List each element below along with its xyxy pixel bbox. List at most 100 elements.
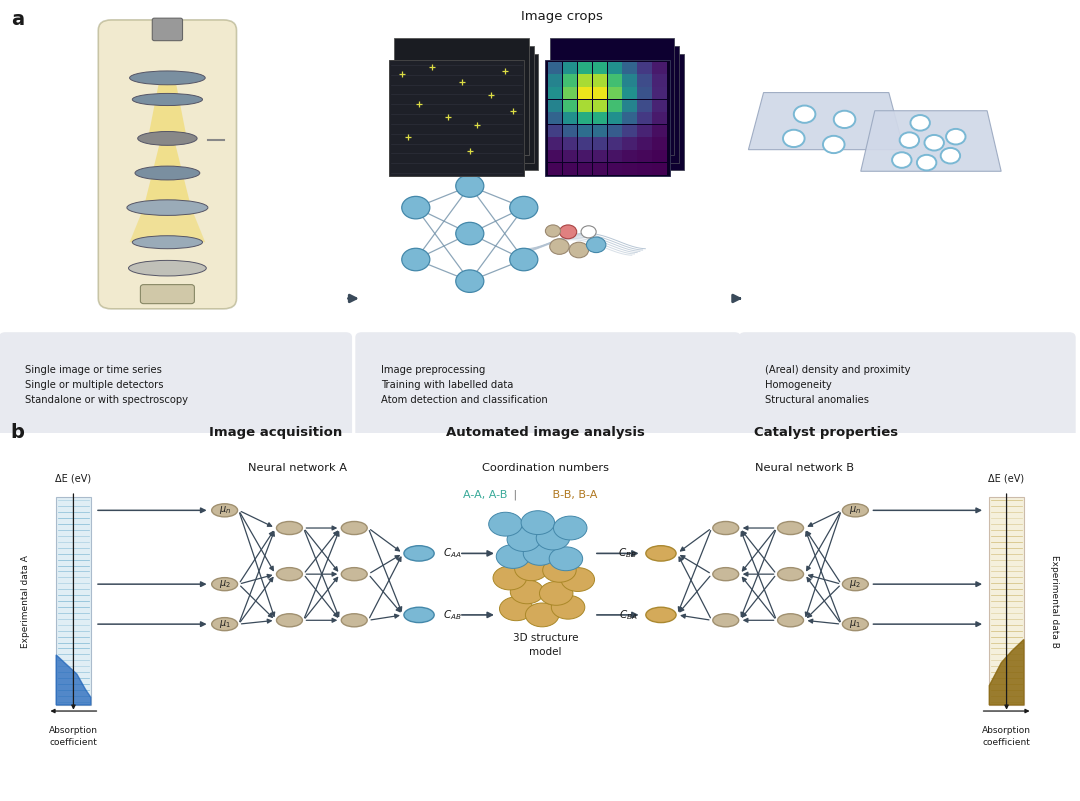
FancyBboxPatch shape xyxy=(563,125,577,137)
Circle shape xyxy=(910,115,930,131)
FancyBboxPatch shape xyxy=(578,125,592,137)
Circle shape xyxy=(456,223,484,245)
Text: Single image or time series
Single or multiple detectors
Standalone or with spec: Single image or time series Single or mu… xyxy=(25,365,188,405)
FancyBboxPatch shape xyxy=(563,150,577,162)
FancyBboxPatch shape xyxy=(622,74,637,87)
Ellipse shape xyxy=(842,578,868,590)
FancyBboxPatch shape xyxy=(607,74,622,87)
FancyBboxPatch shape xyxy=(607,87,622,99)
FancyBboxPatch shape xyxy=(622,150,637,162)
Ellipse shape xyxy=(129,260,206,276)
Ellipse shape xyxy=(276,521,302,534)
Text: Image preprocessing
Training with labelled data
Atom detection and classificatio: Image preprocessing Training with labell… xyxy=(381,365,548,405)
Circle shape xyxy=(946,129,966,144)
Text: Absorption
coefficient: Absorption coefficient xyxy=(982,727,1031,747)
Text: Experimental data A: Experimental data A xyxy=(22,554,30,647)
Circle shape xyxy=(540,582,573,606)
FancyBboxPatch shape xyxy=(622,163,637,175)
Circle shape xyxy=(569,242,589,258)
Ellipse shape xyxy=(778,568,804,581)
FancyBboxPatch shape xyxy=(578,150,592,162)
FancyBboxPatch shape xyxy=(593,138,607,150)
Ellipse shape xyxy=(778,521,804,534)
FancyBboxPatch shape xyxy=(607,99,622,112)
FancyBboxPatch shape xyxy=(563,138,577,150)
FancyBboxPatch shape xyxy=(563,163,577,175)
Circle shape xyxy=(550,239,569,255)
Circle shape xyxy=(537,526,570,550)
Ellipse shape xyxy=(138,131,198,145)
FancyBboxPatch shape xyxy=(652,125,667,137)
FancyBboxPatch shape xyxy=(563,112,577,124)
Circle shape xyxy=(488,513,523,536)
FancyBboxPatch shape xyxy=(652,112,667,124)
Ellipse shape xyxy=(404,607,434,622)
FancyBboxPatch shape xyxy=(622,99,637,112)
FancyBboxPatch shape xyxy=(578,62,592,74)
FancyBboxPatch shape xyxy=(622,62,637,74)
FancyBboxPatch shape xyxy=(548,87,562,99)
Circle shape xyxy=(823,136,845,153)
Ellipse shape xyxy=(130,71,205,85)
FancyBboxPatch shape xyxy=(578,163,592,175)
FancyBboxPatch shape xyxy=(548,99,562,112)
Ellipse shape xyxy=(276,614,302,627)
FancyBboxPatch shape xyxy=(593,99,607,112)
Ellipse shape xyxy=(713,614,739,627)
Circle shape xyxy=(402,248,430,271)
FancyBboxPatch shape xyxy=(637,74,652,87)
Ellipse shape xyxy=(404,545,434,561)
FancyBboxPatch shape xyxy=(652,74,667,87)
FancyBboxPatch shape xyxy=(593,112,607,124)
Ellipse shape xyxy=(127,199,207,215)
Text: a: a xyxy=(11,10,24,30)
FancyBboxPatch shape xyxy=(404,54,538,171)
Circle shape xyxy=(554,516,588,540)
Ellipse shape xyxy=(341,568,367,581)
FancyBboxPatch shape xyxy=(637,112,652,124)
FancyBboxPatch shape xyxy=(56,497,91,705)
FancyBboxPatch shape xyxy=(355,332,741,437)
Text: $\mu_1$: $\mu_1$ xyxy=(218,618,231,630)
Ellipse shape xyxy=(276,568,302,581)
FancyBboxPatch shape xyxy=(739,332,1076,437)
Text: A-A, A-B: A-A, A-B xyxy=(463,489,508,500)
Ellipse shape xyxy=(713,568,739,581)
Ellipse shape xyxy=(212,618,238,630)
FancyBboxPatch shape xyxy=(637,125,652,137)
FancyBboxPatch shape xyxy=(578,74,592,87)
FancyBboxPatch shape xyxy=(593,150,607,162)
Ellipse shape xyxy=(133,235,203,249)
FancyBboxPatch shape xyxy=(652,150,667,162)
Text: $\mu_1$: $\mu_1$ xyxy=(849,618,862,630)
Text: Absorption
coefficient: Absorption coefficient xyxy=(49,727,98,747)
FancyBboxPatch shape xyxy=(548,125,562,137)
FancyBboxPatch shape xyxy=(607,62,622,74)
FancyBboxPatch shape xyxy=(622,125,637,137)
Text: |: | xyxy=(510,489,517,500)
Polygon shape xyxy=(148,78,187,139)
Circle shape xyxy=(508,528,540,551)
Ellipse shape xyxy=(212,578,238,590)
Text: Neural network B: Neural network B xyxy=(755,463,854,473)
FancyBboxPatch shape xyxy=(548,138,562,150)
Ellipse shape xyxy=(778,614,804,627)
Circle shape xyxy=(510,248,538,271)
Text: Experimental data B: Experimental data B xyxy=(1050,554,1058,647)
Circle shape xyxy=(581,226,596,238)
Circle shape xyxy=(542,558,577,582)
Circle shape xyxy=(545,225,561,237)
Circle shape xyxy=(525,603,559,627)
Circle shape xyxy=(941,148,960,163)
Ellipse shape xyxy=(133,94,203,106)
Ellipse shape xyxy=(341,614,367,627)
Polygon shape xyxy=(748,93,904,150)
Polygon shape xyxy=(144,139,191,207)
FancyBboxPatch shape xyxy=(563,74,577,87)
FancyBboxPatch shape xyxy=(637,150,652,162)
Circle shape xyxy=(586,237,606,252)
FancyBboxPatch shape xyxy=(555,46,679,163)
Circle shape xyxy=(523,541,557,566)
Circle shape xyxy=(456,270,484,292)
Ellipse shape xyxy=(135,166,200,180)
